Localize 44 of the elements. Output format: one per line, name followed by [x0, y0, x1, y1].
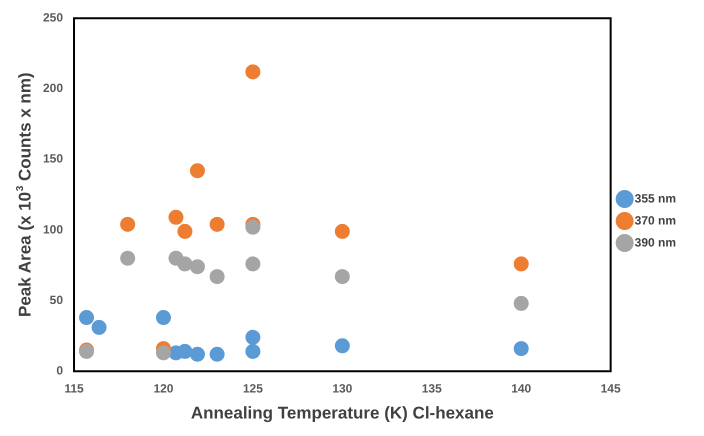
point [245, 256, 260, 272]
legend-label: 370 nm [634, 213, 676, 228]
point [177, 256, 192, 272]
x-tick-label: 120 [153, 382, 174, 396]
y-tick-label: 50 [50, 292, 64, 307]
legend-label: 355 nm [634, 191, 676, 206]
y-tick-label: 150 [42, 152, 64, 166]
point [168, 210, 184, 225]
point [156, 345, 171, 360]
legend-label: 390 nm [634, 235, 676, 250]
point [190, 163, 205, 178]
point [92, 320, 107, 335]
point [156, 310, 171, 326]
point [514, 296, 529, 311]
point [514, 341, 529, 356]
point [245, 344, 260, 359]
x-tick-label: 140 [511, 382, 532, 396]
y-tick-label: 200 [42, 81, 64, 96]
point [514, 256, 529, 272]
x-tick-label: 125 [242, 382, 264, 396]
point [210, 216, 225, 232]
point [120, 250, 136, 266]
y-tick-label: 0 [56, 364, 64, 378]
point [334, 269, 350, 284]
point [334, 338, 350, 354]
point [120, 216, 136, 232]
x-tick-label: 115 [64, 382, 84, 396]
x-axis-title: Annealing Temperature (K) Cl-hexane [190, 403, 494, 422]
x-tick-label: 145 [600, 382, 621, 396]
point [210, 346, 225, 362]
x-tick-label: 130 [332, 382, 353, 396]
point [245, 220, 260, 235]
x-tick-label: 135 [422, 382, 442, 396]
point [190, 259, 205, 274]
y-tick-label: 100 [42, 222, 64, 236]
y-tick-label: 250 [42, 10, 64, 25]
point [210, 269, 225, 284]
point [334, 224, 350, 239]
point [177, 224, 192, 239]
point [245, 330, 260, 345]
point [245, 64, 260, 80]
point [190, 346, 205, 362]
point [79, 310, 94, 326]
y-axis-title: Peak Area (x 103 Counts x nm) [14, 72, 35, 317]
